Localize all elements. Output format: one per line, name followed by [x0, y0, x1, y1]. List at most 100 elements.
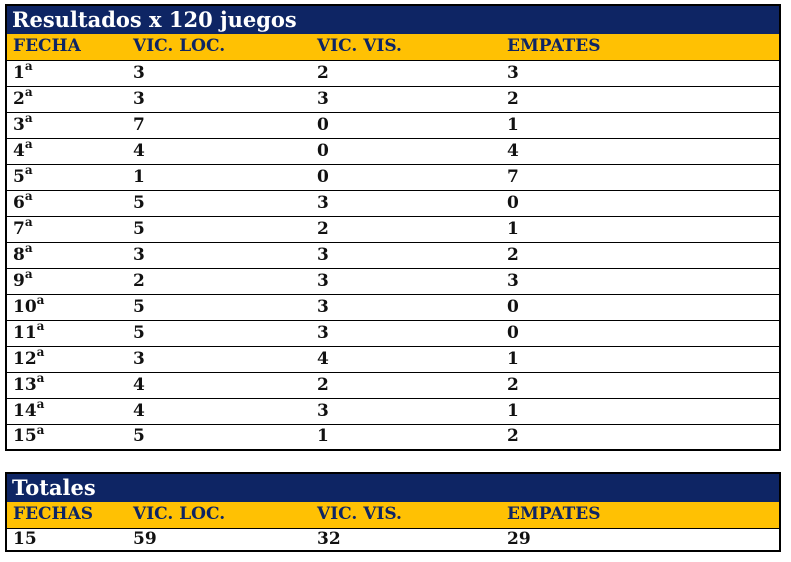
table-row: 14a 4 3 1: [6, 397, 780, 424]
ordinal-suffix: a: [24, 136, 33, 151]
vic-vis-cell: 4: [311, 345, 501, 372]
vic-loc-cell: 5: [127, 423, 311, 450]
vic-vis-cell: 3: [311, 241, 501, 268]
fecha-cell: 10a: [6, 292, 127, 320]
table-row: 15a 5 1 2: [6, 422, 780, 450]
fecha-number: 7: [13, 218, 25, 239]
fecha-number: 4: [13, 140, 25, 161]
empates-cell: 1: [501, 397, 780, 424]
vic-vis-cell: 2: [311, 371, 501, 398]
table-row: 3a 7 0 1: [6, 111, 780, 138]
fecha-cell: 1a: [6, 60, 127, 86]
table-row: 9a 2 3 3: [6, 266, 780, 294]
results-table: Resultados x 120 juegos FECHA VIC. LOC. …: [5, 4, 781, 451]
empates-cell: 7: [501, 163, 780, 190]
vic-vis-cell: 0: [311, 111, 501, 138]
totals-table-title: Totales: [6, 473, 780, 502]
table-row: 12a 3 4 1: [6, 344, 780, 372]
vic-loc-cell: 3: [127, 241, 311, 268]
ordinal-suffix: a: [24, 266, 33, 281]
fecha-number: 8: [13, 244, 25, 265]
table-row: 8a 3 3 2: [6, 240, 780, 268]
vic-loc-cell: 1: [127, 163, 311, 190]
ordinal-suffix: a: [24, 58, 33, 73]
table-row: 2a 3 3 2: [6, 84, 780, 112]
fecha-cell: 11a: [6, 318, 127, 346]
vic-vis-cell: 3: [311, 319, 501, 346]
vic-vis-cell: 3: [311, 267, 501, 294]
table-row: 10a 5 3 0: [6, 292, 780, 320]
fecha-cell: 2a: [6, 84, 127, 112]
column-header-vic-loc: VIC. LOC.: [127, 34, 311, 61]
vic-vis-cell: 3: [311, 85, 501, 112]
vic-loc-cell: 5: [127, 319, 311, 346]
fecha-number: 14: [13, 400, 37, 421]
fecha-cell: 9a: [6, 266, 127, 294]
vic-loc-total-cell: 59: [127, 528, 311, 551]
vic-loc-cell: 4: [127, 371, 311, 398]
fecha-number: 10: [13, 296, 37, 317]
fecha-number: 9: [13, 270, 25, 291]
ordinal-suffix: a: [36, 370, 45, 385]
ordinal-suffix: a: [36, 344, 45, 359]
fecha-number: 2: [13, 88, 25, 109]
fecha-cell: 4a: [6, 136, 127, 164]
vic-vis-cell: 0: [311, 163, 501, 190]
fecha-cell: 15a: [6, 422, 127, 450]
ordinal-suffix: a: [24, 84, 33, 99]
vic-loc-cell: 4: [127, 397, 311, 424]
table-row: 11a 5 3 0: [6, 318, 780, 346]
fecha-cell: 6a: [6, 188, 127, 216]
vic-vis-cell: 2: [311, 215, 501, 242]
vic-loc-cell: 3: [127, 85, 311, 112]
ordinal-suffix: a: [24, 188, 33, 203]
empates-cell: 2: [501, 423, 780, 450]
totals-row: 15 59 32 29: [6, 528, 780, 551]
column-header-vic-loc: VIC. LOC.: [127, 502, 311, 529]
fecha-cell: 12a: [6, 344, 127, 372]
fecha-number: 3: [13, 114, 25, 135]
vic-vis-cell: 2: [311, 60, 501, 86]
column-header-vic-vis: VIC. VIS.: [311, 502, 501, 529]
empates-cell: 2: [501, 371, 780, 398]
table-row: 4a 4 0 4: [6, 136, 780, 164]
fecha-cell: 13a: [6, 370, 127, 398]
vic-vis-total-cell: 32: [311, 528, 501, 551]
vic-loc-cell: 5: [127, 293, 311, 320]
ordinal-suffix: a: [36, 318, 45, 333]
totals-column-header-row: FECHAS VIC. LOC. VIC. VIS. EMPATES: [6, 502, 780, 529]
table-row: 6a 5 3 0: [6, 188, 780, 216]
fecha-number: 13: [13, 374, 37, 395]
fecha-number: 15: [13, 426, 37, 447]
fechas-total-cell: 15: [6, 528, 127, 551]
vic-loc-cell: 5: [127, 189, 311, 216]
vic-vis-cell: 3: [311, 189, 501, 216]
ordinal-suffix: a: [24, 240, 33, 255]
empates-cell: 3: [501, 267, 780, 294]
empates-cell: 1: [501, 111, 780, 138]
empates-cell: 3: [501, 60, 780, 86]
fecha-number: 12: [13, 348, 37, 369]
column-header-vic-vis: VIC. VIS.: [311, 34, 501, 61]
empates-cell: 2: [501, 241, 780, 268]
vic-vis-cell: 1: [311, 423, 501, 450]
empates-cell: 4: [501, 137, 780, 164]
ordinal-suffix: a: [36, 292, 45, 307]
vic-loc-cell: 4: [127, 137, 311, 164]
table-row: 1a 3 2 3: [6, 60, 780, 86]
fecha-number: 5: [13, 166, 25, 187]
empates-cell: 1: [501, 345, 780, 372]
vic-vis-cell: 3: [311, 397, 501, 424]
table-row: 5a 1 0 7: [6, 163, 780, 190]
vic-loc-cell: 5: [127, 215, 311, 242]
column-header-fecha: FECHA: [6, 34, 127, 61]
results-title-row: Resultados x 120 juegos: [6, 5, 780, 34]
ordinal-suffix: a: [36, 422, 45, 437]
vic-vis-cell: 0: [311, 137, 501, 164]
fecha-number: 6: [13, 192, 25, 213]
vic-loc-cell: 2: [127, 267, 311, 294]
empates-cell: 0: [501, 293, 780, 320]
totals-table: Totales FECHAS VIC. LOC. VIC. VIS. EMPAT…: [5, 472, 781, 552]
fecha-cell: 7a: [6, 215, 127, 242]
